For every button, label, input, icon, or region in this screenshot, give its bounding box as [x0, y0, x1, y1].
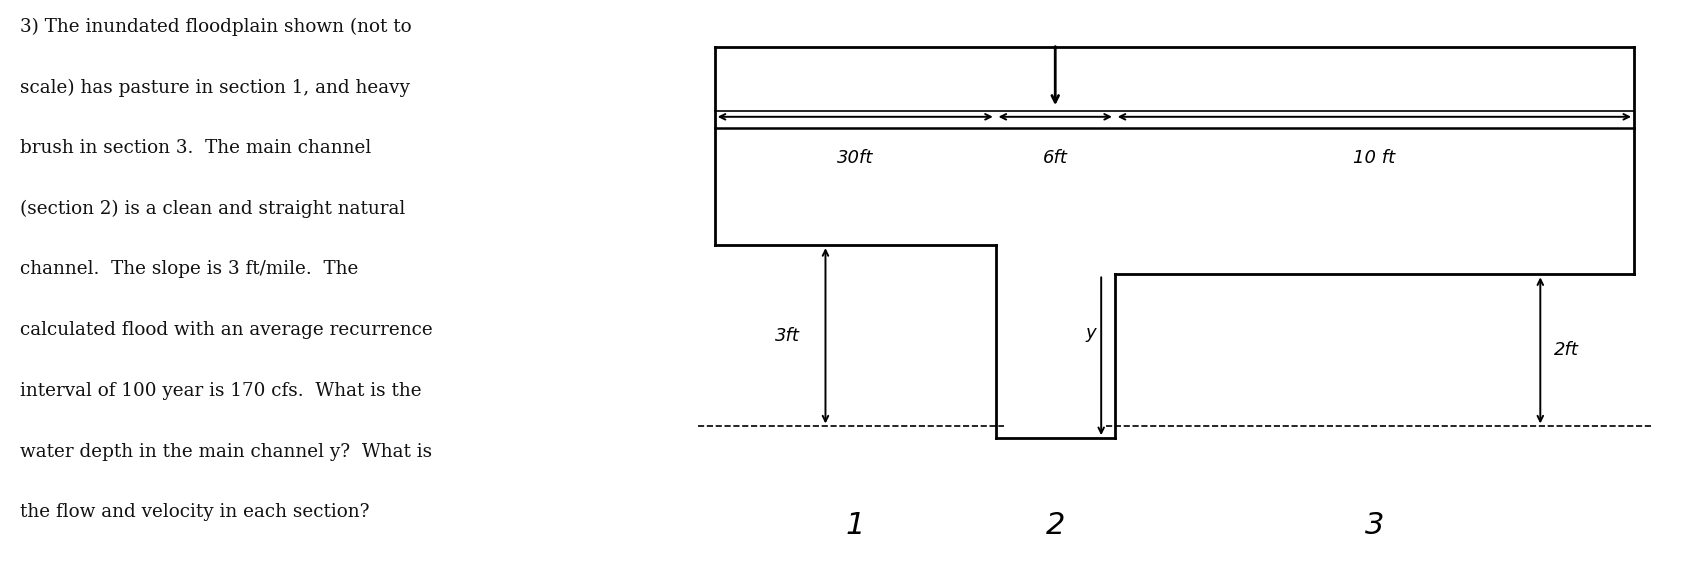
Text: 2: 2	[1045, 511, 1065, 540]
Text: 10 ft: 10 ft	[1353, 149, 1396, 167]
Text: 3) The inundated floodplain shown (not to: 3) The inundated floodplain shown (not t…	[20, 18, 412, 36]
Text: 2ft: 2ft	[1554, 342, 1579, 359]
Text: calculated flood with an average recurrence: calculated flood with an average recurre…	[20, 321, 434, 339]
Text: (section 2) is a clean and straight natural: (section 2) is a clean and straight natu…	[20, 200, 405, 218]
Text: 3: 3	[1365, 511, 1384, 540]
Text: y: y	[1086, 324, 1096, 342]
Text: 3ft: 3ft	[774, 327, 800, 345]
Text: interval of 100 year is 170 cfs.  What is the: interval of 100 year is 170 cfs. What is…	[20, 382, 422, 400]
Text: channel.  The slope is 3 ft/mile.  The: channel. The slope is 3 ft/mile. The	[20, 260, 359, 279]
Text: 6ft: 6ft	[1043, 149, 1067, 167]
Text: 1: 1	[846, 511, 865, 540]
Text: 30ft: 30ft	[837, 149, 873, 167]
Text: the flow and velocity in each section?: the flow and velocity in each section?	[20, 503, 369, 522]
Text: scale) has pasture in section 1, and heavy: scale) has pasture in section 1, and hea…	[20, 78, 410, 96]
Text: water depth in the main channel y?  What is: water depth in the main channel y? What …	[20, 443, 432, 461]
Text: brush in section 3.  The main channel: brush in section 3. The main channel	[20, 139, 371, 157]
